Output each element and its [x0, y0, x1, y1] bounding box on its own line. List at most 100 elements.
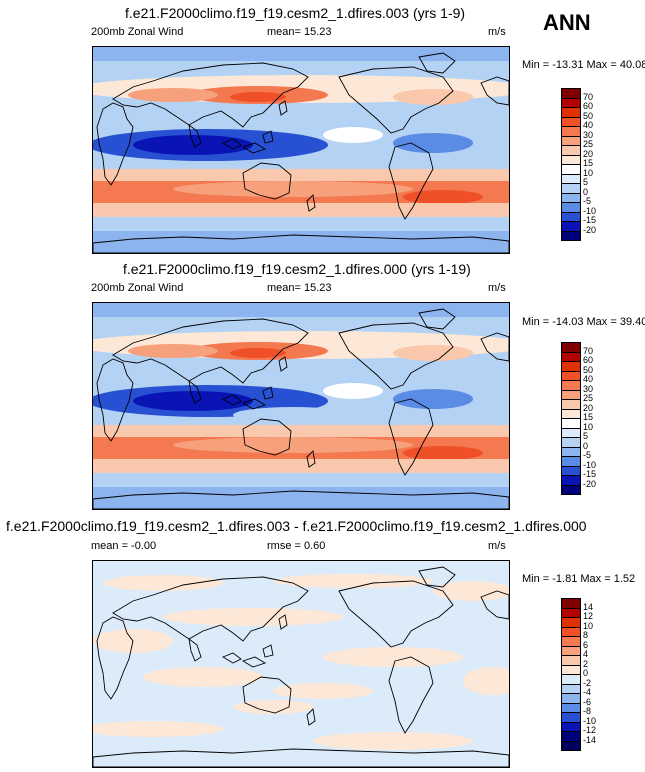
- subtropical-jet-south-core: [403, 446, 483, 460]
- coastline-segment: [262, 130, 274, 144]
- coastline-segment: [93, 748, 509, 767]
- coastline-segment: [112, 62, 309, 128]
- colorbar-swatch: [562, 447, 580, 457]
- coastline-segment: [338, 322, 454, 390]
- coastlines: [93, 52, 509, 253]
- subtropical-jet-atlantic: [128, 88, 218, 102]
- colorbar-swatch: [562, 184, 580, 194]
- colorbar-swatch: [562, 665, 580, 675]
- colorbar-tick-label: 0: [583, 668, 589, 678]
- coastline-segment: [480, 590, 509, 620]
- colorbar-tick-label: -4: [583, 687, 592, 697]
- coastline-segment: [418, 52, 456, 74]
- colorbar-swatch: [562, 400, 580, 410]
- colorbar-swatch: [562, 485, 580, 495]
- colorbar-tick-label: -14: [583, 734, 597, 745]
- colorbar-swatch: [562, 165, 580, 175]
- panel-1-minmax: Min = -13.31 Max = 40.08: [522, 59, 645, 71]
- equatorial-neutral: [323, 127, 383, 143]
- colorbar-swatch: [562, 466, 580, 476]
- coastline-segment: [262, 386, 274, 400]
- coastline-segment: [262, 644, 274, 658]
- equatorial-variant: [233, 407, 353, 423]
- colorbar-tick-label: 70: [583, 345, 594, 356]
- coastline-segment: [93, 234, 509, 253]
- equatorial-band-north: [93, 367, 509, 385]
- panel-3-mean-label: mean = -0.00: [91, 540, 157, 552]
- colorbar-swatch: [562, 627, 580, 637]
- colorbar-tick-label: 40: [583, 120, 594, 130]
- coastline-segment: [96, 102, 134, 186]
- colorbar-tick-label: 40: [583, 374, 594, 384]
- panel-2-map: [92, 302, 510, 510]
- colorbar-swatch: [562, 599, 580, 609]
- panel-3-rmse-label: rmse = 0.60: [267, 540, 326, 552]
- colorbar-swatch: [562, 231, 580, 241]
- colorbar-swatch: [562, 352, 580, 362]
- equatorial-easterlies-america: [393, 133, 473, 153]
- coastline-segment: [306, 708, 316, 726]
- colorbar-tick-label: -5: [583, 196, 592, 206]
- coastline-segment: [96, 358, 134, 442]
- coastline-segment: [480, 332, 509, 362]
- colorbar-swatch: [562, 212, 580, 222]
- coastline-segment: [278, 614, 288, 630]
- coastline-segment: [241, 656, 267, 668]
- colorbar-swatch: [562, 732, 580, 742]
- coastline-segment: [306, 450, 316, 468]
- panel-3-minmax: Min = -1.81 Max = 1.52: [522, 573, 636, 585]
- panel-1-map: [92, 46, 510, 254]
- colorbar-swatch: [562, 428, 580, 438]
- colorbar-tick-label: -15: [583, 215, 597, 225]
- coastline-segment: [242, 162, 292, 200]
- coastline-segment: [338, 66, 454, 134]
- panel-2-title: f.e21.F2000climo.f19_f19.cesm2_1.dfires.…: [123, 261, 471, 277]
- panel-3-map: [92, 560, 510, 768]
- colorbar-swatch: [562, 438, 580, 448]
- panel-2-units-label: m/s: [488, 282, 506, 294]
- colorbar-swatch: [562, 694, 580, 704]
- colorbar-swatch: [562, 362, 580, 372]
- colorbar-swatch: [562, 684, 580, 694]
- season-label: ANN: [543, 10, 591, 35]
- panel-1-units-label: m/s: [488, 26, 506, 38]
- colorbar-tick-label: 10: [583, 620, 594, 631]
- colorbar-tick-label: 50: [583, 110, 594, 121]
- subtropical-jet-atlantic: [128, 344, 218, 358]
- colorbar-swatch: [562, 371, 580, 381]
- colorbar-swatch: [562, 713, 580, 723]
- equatorial-band-north: [93, 111, 509, 129]
- colorbar-box: [561, 598, 581, 751]
- subtropical-jet-america: [393, 345, 473, 361]
- coastline-segment: [93, 490, 509, 509]
- colorbar-tick-label: 0: [583, 440, 589, 451]
- difference-region: [273, 683, 373, 699]
- panel-3-colorbar: 14 12 10 8 6 4 2 0 -2 -4 -6 -8 -10 -12 -14: [561, 598, 621, 758]
- map-canvas: [93, 303, 509, 509]
- colorbar-tick-label: 0: [583, 186, 589, 197]
- colorbar-tick-label: 4: [583, 649, 589, 659]
- coastline-segment: [388, 656, 434, 734]
- map-canvas: [93, 47, 509, 253]
- coastline-segment: [221, 394, 242, 406]
- coastline-segment: [188, 637, 202, 662]
- band-north-1: [93, 61, 509, 75]
- colorbar-tick-label: 5: [583, 431, 589, 441]
- panel-2-minmax: Min = -14.03 Max = 39.40: [522, 316, 645, 328]
- colorbar-swatch: [562, 419, 580, 429]
- map-canvas: [93, 561, 509, 767]
- subtropical-jet-south-weak: [173, 181, 413, 197]
- colorbar-swatch: [562, 146, 580, 156]
- colorbar-tick-label: 10: [583, 167, 594, 178]
- colorbar-tick-label: 6: [583, 639, 589, 650]
- band-south-3: [93, 473, 509, 487]
- polar-band-south: [93, 231, 509, 253]
- coastline-segment: [241, 142, 267, 154]
- colorbar-tick-label: -20: [583, 478, 597, 489]
- difference-region: [273, 574, 433, 588]
- equatorial-easterlies-core: [133, 135, 253, 155]
- colorbar-swatch: [562, 390, 580, 400]
- colorbar-tick-label: 15: [583, 412, 594, 422]
- colorbar-swatch: [562, 637, 580, 647]
- band-south-2: [93, 203, 509, 217]
